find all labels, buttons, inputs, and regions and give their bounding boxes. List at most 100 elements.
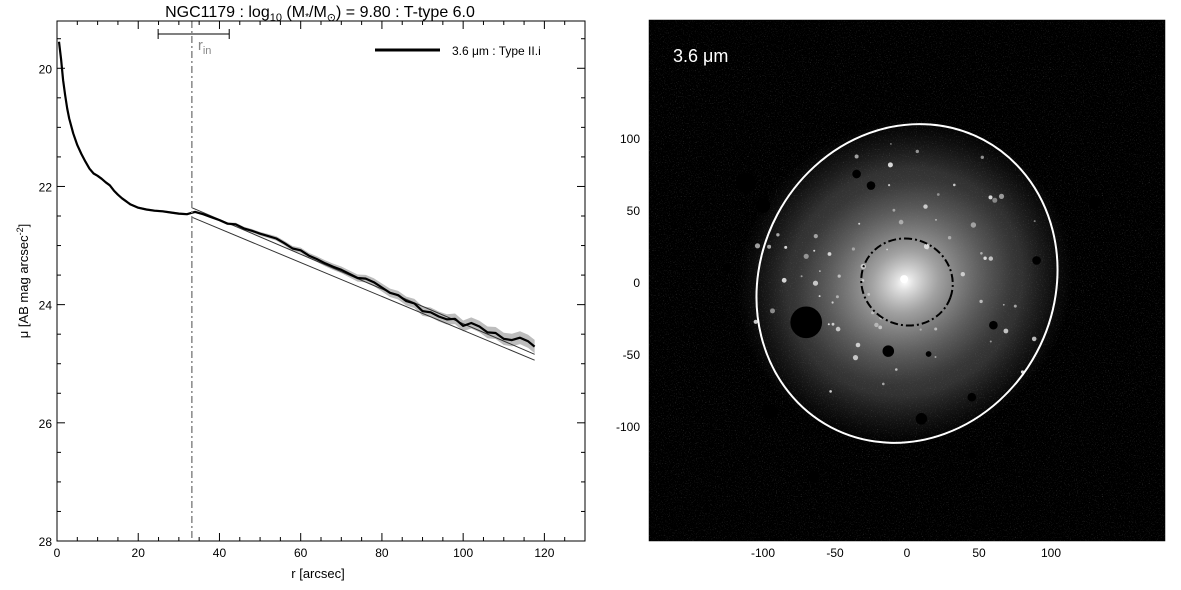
- image-y-tick-label: 50: [627, 204, 641, 218]
- image-x-tick-label: 100: [1041, 546, 1061, 560]
- masked-star: [925, 351, 932, 357]
- star-knot: [874, 322, 879, 328]
- star-knot: [988, 195, 993, 200]
- profile-uncertainty-band: [59, 40, 535, 354]
- inner-break-ellipse: [860, 237, 954, 327]
- star-knot: [878, 325, 883, 330]
- star-knot: [754, 243, 761, 249]
- star-knot: [960, 272, 965, 277]
- star-knot: [979, 299, 983, 304]
- x-axis-label: r [arcsec]: [291, 566, 344, 581]
- star-knot: [970, 222, 977, 228]
- profile-plot-frame: [56, 20, 586, 542]
- image-x-tick-label: -50: [826, 546, 844, 560]
- star-knot: [989, 340, 992, 343]
- image-y-tick-label: -100: [616, 420, 640, 434]
- x-tick-label: 100: [453, 546, 473, 560]
- image-wavelength-label: 3.6 μm: [673, 46, 728, 66]
- masked-star: [967, 450, 977, 460]
- star-knot: [892, 208, 896, 212]
- star-knot: [770, 308, 775, 314]
- star-knot: [867, 293, 871, 296]
- image-y-tick-label: -50: [623, 348, 641, 362]
- image-y-tick-label: 0: [633, 276, 640, 290]
- star-knot: [837, 274, 841, 278]
- profile-series-line: [57, 41, 536, 348]
- profile-title: NGC1179 : log10 (M*/M⊙) = 9.80 : T-type …: [165, 4, 475, 24]
- star-knot: [992, 197, 998, 203]
- star-knot: [812, 280, 819, 286]
- star-knot: [855, 342, 861, 348]
- image-frame: [648, 19, 1166, 542]
- star-knot: [998, 193, 1005, 199]
- x-tick-label: 20: [132, 546, 146, 560]
- star-knot: [882, 382, 885, 386]
- star-knot: [818, 295, 821, 298]
- masked-star: [989, 320, 998, 330]
- star-knot: [936, 193, 940, 196]
- x-tick-label: 120: [534, 546, 554, 560]
- star-knot: [980, 252, 983, 255]
- disk-fit-line-2: [191, 207, 535, 355]
- star-knot: [784, 245, 788, 249]
- galaxy-image: [649, 20, 1165, 541]
- y-tick-label: 20: [39, 62, 53, 76]
- star-knot: [888, 184, 891, 187]
- star-knot: [895, 368, 898, 371]
- masked-star: [882, 345, 895, 357]
- star-knot: [935, 219, 937, 221]
- r-in-label: rin: [198, 37, 212, 57]
- star-knot: [835, 295, 839, 299]
- masked-stars: [722, 169, 1100, 483]
- legend: 3.6 μm : Type II.i: [375, 44, 541, 58]
- image-x-tick-label: 0: [904, 546, 911, 560]
- star-knot: [1013, 304, 1017, 308]
- image-x-tick-label: 50: [972, 546, 986, 560]
- star-knot: [934, 356, 937, 358]
- y-tick-label: 22: [39, 180, 53, 194]
- star-knot: [813, 234, 818, 239]
- x-tick-label: 80: [375, 546, 389, 560]
- masked-star: [1088, 197, 1100, 209]
- disk-fit-line-1: [191, 216, 535, 361]
- x-tick-label: 60: [294, 546, 308, 560]
- star-knot: [919, 328, 922, 331]
- star-knot: [829, 390, 832, 393]
- star-knot: [890, 143, 892, 145]
- masked-star: [722, 263, 732, 272]
- galaxy-knots: [753, 143, 1037, 393]
- star-knot: [827, 323, 830, 326]
- masked-star: [735, 172, 756, 193]
- star-knot: [819, 270, 821, 272]
- star-knot: [858, 222, 861, 225]
- y-axis-label: μ [AB mag arcsec-2]: [15, 224, 31, 339]
- star-knot: [827, 252, 832, 256]
- x-tick-label: 40: [213, 546, 227, 560]
- star-knot: [813, 249, 816, 252]
- star-knot: [831, 301, 834, 304]
- masked-star: [763, 404, 778, 419]
- profile-plot: NGC1179 : log10 (M*/M⊙) = 9.80 : T-type …: [15, 4, 586, 581]
- star-knot: [988, 256, 993, 261]
- star-knot: [923, 204, 928, 209]
- galaxy-image-panel: 3.6 μm -100 -50 0 50 100 100 50 0 -50 -100: [616, 19, 1166, 560]
- star-knot: [781, 277, 787, 283]
- star-knot: [898, 219, 904, 225]
- x-tick-label: 0: [54, 546, 61, 560]
- star-knot: [953, 183, 956, 187]
- star-knot: [803, 253, 809, 259]
- star-knot: [983, 256, 987, 260]
- masked-star: [755, 198, 771, 213]
- star-knot: [1033, 220, 1036, 223]
- star-knot: [1003, 328, 1009, 334]
- y-tick-label: 28: [39, 535, 53, 549]
- legend-entry-label: 3.6 μm : Type II.i: [452, 44, 541, 58]
- masked-star: [866, 181, 876, 190]
- masked-star: [1032, 256, 1041, 265]
- star-knot: [753, 319, 758, 324]
- star-knot: [887, 162, 893, 168]
- isophote-ellipses: [755, 123, 1059, 444]
- masked-star: [790, 306, 823, 339]
